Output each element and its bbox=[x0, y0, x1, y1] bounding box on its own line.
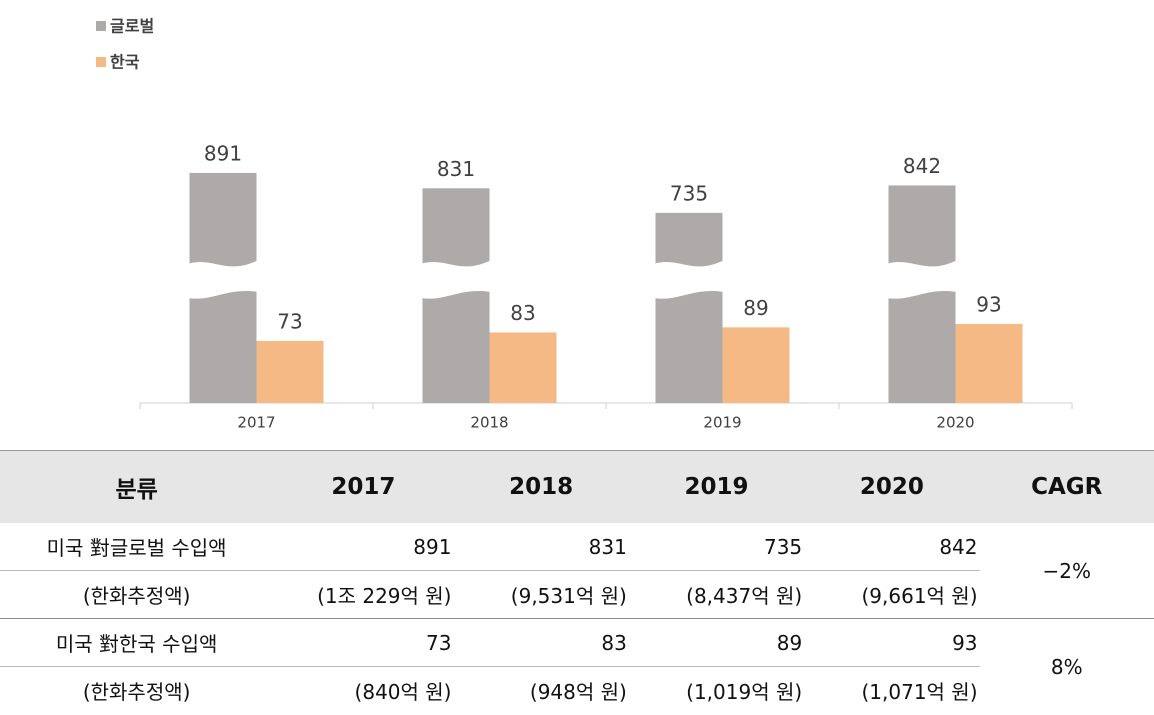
x-tick-label: 2020 bbox=[936, 414, 974, 432]
table-cell: 미국 對글로벌 수입액 bbox=[0, 523, 274, 571]
table-cell: −2% bbox=[979, 523, 1154, 619]
value-label: 83 bbox=[510, 301, 535, 325]
legend-swatch bbox=[96, 57, 106, 67]
x-tick-label: 2019 bbox=[703, 414, 741, 432]
table-cell: (948억 원) bbox=[529, 680, 627, 704]
table-row: (한화추정액) (840억 원) (948억 원) (1,019억 원) (1,071억… bbox=[0, 667, 1154, 715]
axis-break bbox=[420, 260, 492, 299]
axis-break bbox=[187, 260, 259, 299]
table-cell: (9,531억 원) bbox=[453, 570, 629, 619]
table-cell: (840억 원) bbox=[354, 680, 452, 704]
table-cell: (한화추정액) bbox=[82, 680, 191, 704]
legend-swatch bbox=[96, 21, 106, 31]
bar bbox=[489, 332, 557, 403]
table-cell: (1조 229억 원) bbox=[273, 570, 454, 619]
table-row: 미국 對글로벌 수입액 891 831 735 842 −2% bbox=[0, 523, 1154, 619]
table-cell: (1,019억 원) bbox=[686, 680, 803, 704]
table-cell: 미국 對한국 수입액 bbox=[0, 618, 274, 667]
axis-break bbox=[886, 260, 958, 299]
value-label: 735 bbox=[670, 181, 708, 205]
value-label: 73 bbox=[277, 309, 302, 333]
bar bbox=[256, 340, 324, 403]
table-cell: (9,661억 원) bbox=[804, 570, 980, 619]
header-cell: CAGR bbox=[979, 450, 1154, 523]
value-label: 831 bbox=[437, 157, 475, 181]
table-cell: (한화추정액) bbox=[0, 570, 274, 619]
table-cell: 83 bbox=[453, 618, 629, 667]
data-table: 분류 2017 2018 2019 2020 CAGR 미국 對글로벌 수입액 891 831 7… bbox=[0, 450, 1154, 714]
value-label: 891 bbox=[204, 141, 242, 165]
axis-break bbox=[653, 260, 725, 299]
table-cell: (1,071억 원) bbox=[861, 680, 978, 704]
value-label: 93 bbox=[976, 292, 1001, 316]
header-cell: 분류 bbox=[0, 450, 274, 523]
value-label: 89 bbox=[743, 296, 768, 320]
table-cell: 831 bbox=[453, 523, 629, 571]
table-row: 미국 對한국 수입액 73 83 89 93 8% bbox=[0, 618, 1154, 679]
table-cell: 735 bbox=[628, 523, 805, 571]
header-cell: 2020 bbox=[804, 450, 980, 523]
table-cell: (8,437억 원) bbox=[628, 570, 805, 619]
header-cell: 2019 bbox=[628, 450, 805, 523]
x-tick-label: 2017 bbox=[237, 414, 275, 432]
table-cell: 8% bbox=[1050, 654, 1083, 679]
header-cell: 2018 bbox=[453, 450, 629, 523]
bar bbox=[722, 327, 790, 403]
table-cell: 891 bbox=[273, 523, 454, 571]
bar bbox=[955, 323, 1023, 403]
header-cell: 2017 bbox=[273, 450, 454, 523]
legend-label: 글로벌 bbox=[110, 17, 154, 36]
x-tick-label: 2018 bbox=[470, 414, 508, 432]
legend-label: 한국 bbox=[110, 53, 140, 72]
table-cell: 73 bbox=[273, 618, 454, 667]
table-cell: 93 bbox=[804, 618, 980, 667]
bar bbox=[655, 212, 723, 403]
header-row: 분류 2017 2018 2019 2020 CAGR bbox=[0, 450, 1154, 523]
value-label: 842 bbox=[903, 154, 941, 178]
table-cell: 842 bbox=[804, 523, 980, 571]
table-row: (한화추정액) (1조 229억 원) (9,531억 원) (8,437억 원) (9… bbox=[0, 570, 1154, 619]
table-cell: 89 bbox=[628, 618, 805, 667]
